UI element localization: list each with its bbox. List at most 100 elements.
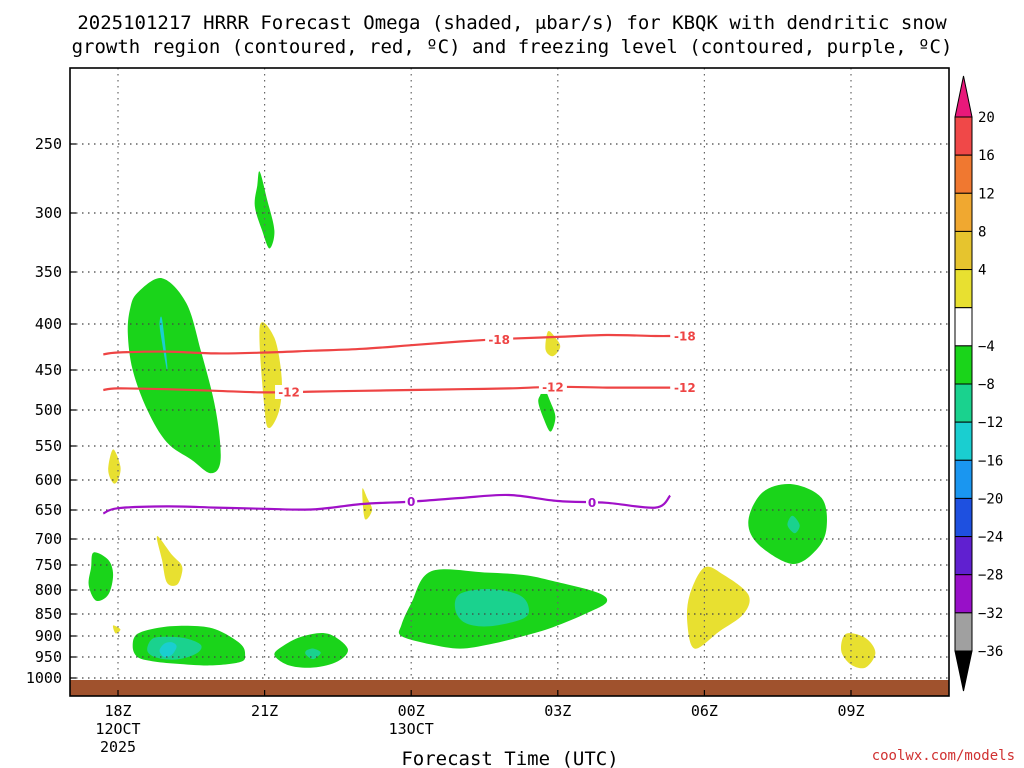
colorbar-segment-5 bbox=[954, 307, 973, 347]
x-tick-date-00Z: 13OCT bbox=[389, 720, 434, 738]
x-tick-label-09Z: 09Z bbox=[837, 702, 864, 720]
x-tick-label-18Z: 18Z bbox=[104, 702, 131, 720]
colorbar-segment-0 bbox=[954, 116, 973, 156]
x-tick-date-18Z: 12OCT bbox=[95, 720, 140, 738]
colorbar-label-12: −32 bbox=[978, 606, 1003, 622]
omega-region-pos-16 bbox=[156, 536, 183, 586]
x-tick-label-06Z: 06Z bbox=[691, 702, 718, 720]
ground-fill bbox=[70, 680, 949, 696]
chart-title-line-1: 2025101217 HRRR Forecast Omega (shaded, … bbox=[77, 12, 947, 34]
source-label: coolwx.com/models bbox=[872, 748, 1015, 764]
y-tick-label-700: 700 bbox=[35, 530, 62, 548]
colorbar-label-2: 12 bbox=[978, 186, 995, 202]
y-tick-label-1000: 1000 bbox=[26, 669, 62, 687]
colorbar-segment-1 bbox=[954, 154, 973, 194]
omega-region-neg-1 bbox=[159, 316, 168, 372]
contour-label-bg bbox=[538, 379, 567, 394]
omega-region-neg-2 bbox=[254, 171, 275, 249]
contour-label-1-1: -12 bbox=[542, 380, 564, 394]
y-tick-label-300: 300 bbox=[35, 204, 62, 222]
colorbar-top-arrow bbox=[954, 75, 973, 118]
contour-line-1 bbox=[103, 385, 671, 394]
colorbar-label-7: −12 bbox=[978, 415, 1003, 431]
contour-label-0-0: -18 bbox=[488, 333, 510, 347]
colorbar-label-13: −36 bbox=[978, 644, 1003, 660]
colorbar-segment-2 bbox=[954, 192, 973, 232]
colorbar-segment-12 bbox=[954, 574, 973, 614]
colorbar-label-3: 8 bbox=[978, 224, 986, 240]
omega-region-neg-7 bbox=[159, 642, 177, 658]
omega-region-neg-11 bbox=[454, 588, 530, 627]
y-tick-label-650: 650 bbox=[35, 501, 62, 519]
x-tick-label-00Z: 00Z bbox=[398, 702, 425, 720]
chart-title-line-2: growth region (contoured, red, ºC) and f… bbox=[72, 36, 953, 58]
colorbar-segment-13 bbox=[954, 612, 973, 652]
contour-label-2-0: 0 bbox=[407, 495, 415, 509]
colorbar-label-10: −24 bbox=[978, 530, 1003, 546]
x-tick-year-18Z: 2025 bbox=[100, 738, 136, 756]
contour-label-bg bbox=[670, 328, 699, 343]
colorbar-label-4: 4 bbox=[978, 263, 986, 279]
contour-label-bg bbox=[485, 332, 514, 347]
omega-region-neg-4 bbox=[88, 552, 114, 602]
y-tick-label-450: 450 bbox=[35, 361, 62, 379]
colorbar-segment-7 bbox=[954, 383, 973, 423]
colorbar-label-6: −8 bbox=[978, 377, 995, 393]
contour-label-bg bbox=[586, 495, 599, 510]
colorbar-segment-10 bbox=[954, 497, 973, 538]
omega-region-neg-3 bbox=[538, 385, 556, 432]
y-tick-label-250: 250 bbox=[35, 135, 62, 153]
contour-label-bg bbox=[275, 385, 304, 399]
y-tick-label-900: 900 bbox=[35, 627, 62, 645]
contour-line-2 bbox=[102, 493, 672, 515]
colorbar-segment-6 bbox=[954, 345, 973, 385]
y-tick-label-350: 350 bbox=[35, 263, 62, 281]
isotherm-contours: -18 -18 -12 -12 -12 0 0 bbox=[102, 328, 699, 515]
y-tick-label-800: 800 bbox=[35, 581, 62, 599]
x-axis-label: Forecast Time (UTC) bbox=[401, 748, 618, 768]
colorbar-label-1: 16 bbox=[978, 148, 995, 164]
y-tick-label-400: 400 bbox=[35, 315, 62, 333]
colorbar-segment-4 bbox=[954, 269, 973, 309]
colorbar-label-5: −4 bbox=[978, 339, 995, 355]
y-tick-label-950: 950 bbox=[35, 648, 62, 666]
colorbar-bottom-arrow bbox=[954, 650, 973, 692]
y-tick-label-750: 750 bbox=[35, 556, 62, 574]
colorbar-segment-3 bbox=[954, 230, 973, 271]
y-tick-label-550: 550 bbox=[35, 437, 62, 455]
colorbar-label-8: −16 bbox=[978, 453, 1003, 469]
contour-label-bg bbox=[670, 380, 699, 395]
omega-region-neg-0 bbox=[127, 278, 221, 474]
colorbar: 20 16 12 8 4 −4 −8 −12 −16 −20 −24 −28 −32 −36 bbox=[954, 75, 1003, 692]
colorbar-segment-8 bbox=[954, 421, 973, 461]
colorbar-label-9: −20 bbox=[978, 491, 1003, 507]
x-tick-label-21Z: 21Z bbox=[251, 702, 278, 720]
grid bbox=[70, 68, 949, 696]
plot-frame bbox=[69, 67, 950, 697]
omega-region-pos-21 bbox=[841, 633, 876, 669]
y-tick-label-850: 850 bbox=[35, 605, 62, 623]
colorbar-label-11: −28 bbox=[978, 568, 1003, 584]
omega-region-neg-13 bbox=[787, 515, 800, 534]
x-tick-label-03Z: 03Z bbox=[544, 702, 571, 720]
omega-region-pos-15 bbox=[259, 322, 282, 428]
y-tick-label-600: 600 bbox=[35, 471, 62, 489]
y-tick-label-500: 500 bbox=[35, 401, 62, 419]
y-axis: 250 300 350 400 450 500 550 600 650 700 750 800 850 9… bbox=[26, 135, 76, 687]
omega-region-pos-17 bbox=[112, 625, 121, 634]
contour-label-2-1: 0 bbox=[588, 496, 596, 510]
colorbar-segment-11 bbox=[954, 536, 973, 576]
omega-region-pos-20 bbox=[686, 566, 750, 649]
contour-line-0 bbox=[103, 333, 671, 356]
omega-shading bbox=[88, 171, 876, 669]
omega-region-pos-19 bbox=[545, 330, 561, 357]
omega-region-pos-14 bbox=[108, 449, 121, 484]
contour-label-1-2: -12 bbox=[674, 381, 696, 395]
colorbar-label-0: 20 bbox=[978, 110, 995, 126]
colorbar-segment-9 bbox=[954, 459, 973, 499]
contour-label-1-0: -12 bbox=[278, 386, 300, 400]
contour-label-bg bbox=[405, 494, 418, 509]
contour-label-0-1: -18 bbox=[674, 329, 696, 343]
